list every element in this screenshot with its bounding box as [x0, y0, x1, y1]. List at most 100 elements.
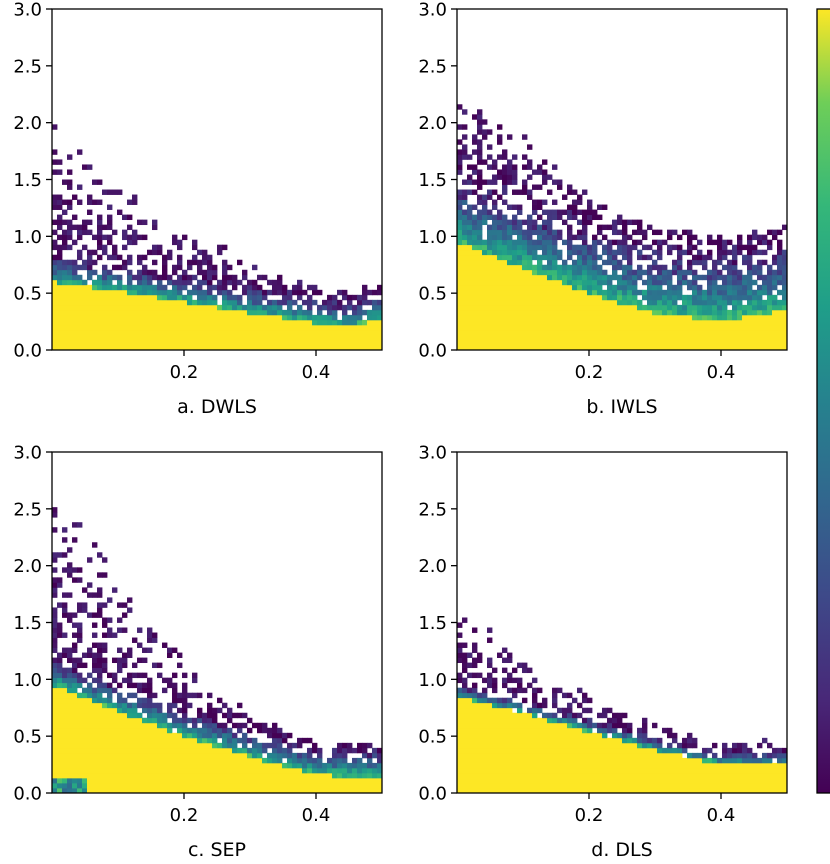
heatmap-cell: [87, 274, 93, 281]
heatmap-cell: [122, 727, 128, 734]
heatmap-cell: [552, 762, 558, 769]
heatmap-cell: [162, 762, 168, 769]
heatmap-cell: [97, 552, 103, 558]
heatmap-cell: [597, 274, 603, 281]
heatmap-cell: [302, 772, 308, 779]
heatmap-cell: [767, 782, 773, 789]
heatmap-cell: [482, 677, 488, 684]
heatmap-cell: [167, 722, 173, 729]
heatmap-cell: [537, 777, 543, 784]
heatmap-cell: [277, 314, 283, 321]
heatmap-cell: [512, 319, 518, 326]
heatmap-cell: [557, 757, 563, 764]
heatmap-cell: [127, 294, 133, 301]
heatmap-cell: [627, 742, 633, 749]
heatmap-cell: [492, 164, 498, 170]
heatmap-cell: [697, 274, 703, 281]
heatmap-cell: [612, 767, 618, 774]
heatmap-cell: [567, 787, 573, 794]
heatmap-cell: [727, 777, 733, 784]
heatmap-cell: [147, 687, 153, 694]
heatmap-cell: [552, 269, 558, 276]
heatmap-cell: [127, 722, 133, 729]
heatmap-cell: [597, 747, 603, 754]
heatmap-cell: [707, 254, 713, 261]
heatmap-cell: [707, 284, 713, 291]
heatmap-cell: [457, 767, 463, 774]
heatmap-cell: [62, 264, 68, 271]
heatmap-cell: [627, 772, 633, 779]
heatmap-cell: [67, 647, 73, 653]
heatmap-cell: [192, 672, 198, 679]
heatmap-cell: [727, 239, 733, 246]
x-tick-label: 0.4: [302, 362, 331, 383]
heatmap-cell: [172, 279, 178, 286]
heatmap-cell: [507, 329, 513, 336]
heatmap-cell: [237, 772, 243, 779]
heatmap-cell: [747, 334, 753, 341]
heatmap-cell: [147, 249, 153, 256]
heatmap-cell: [602, 762, 608, 769]
heatmap-cell: [487, 269, 493, 276]
heatmap-cell: [87, 747, 93, 754]
heatmap-cell: [247, 319, 253, 326]
heatmap-cell: [667, 747, 673, 754]
heatmap-cell: [732, 294, 738, 301]
heatmap-cell: [472, 777, 478, 784]
heatmap-cell: [62, 632, 68, 638]
heatmap-cell: [227, 712, 233, 719]
heatmap-cell: [82, 767, 88, 774]
heatmap-cell: [562, 264, 568, 271]
heatmap-cell: [577, 314, 583, 321]
heatmap-cell: [257, 727, 263, 734]
heatmap-cell: [362, 767, 368, 774]
heatmap-cell: [212, 344, 218, 351]
heatmap-cell: [557, 314, 563, 321]
heatmap-cell: [672, 334, 678, 341]
heatmap-cell: [182, 707, 188, 714]
heatmap-cell: [512, 677, 518, 684]
panel-xlabel: b. IWLS: [586, 396, 657, 418]
heatmap-cell: [252, 339, 258, 346]
heatmap-cell: [667, 289, 673, 296]
heatmap-cell: [772, 269, 778, 276]
heatmap-cell: [552, 344, 558, 351]
heatmap-cell: [497, 174, 503, 180]
heatmap-cell: [647, 344, 653, 351]
heatmap-cell: [727, 284, 733, 291]
heatmap-cell: [372, 777, 378, 784]
heatmap-cell: [122, 284, 128, 291]
heatmap-cell: [477, 652, 483, 658]
heatmap-cell: [782, 224, 788, 231]
heatmap-cell: [357, 319, 363, 326]
heatmap-cell: [692, 752, 698, 759]
heatmap-cell: [507, 239, 513, 246]
heatmap-cell: [507, 757, 513, 764]
heatmap-cell: [512, 164, 518, 170]
heatmap-cell: [172, 647, 178, 653]
heatmap-cell: [187, 309, 193, 316]
heatmap-cell: [52, 617, 58, 623]
heatmap-cell: [57, 552, 63, 558]
heatmap-cell: [597, 284, 603, 291]
heatmap-cell: [667, 762, 673, 769]
heatmap-cell: [217, 339, 223, 346]
heatmap-cell: [472, 299, 478, 306]
heatmap-cell: [682, 772, 688, 779]
heatmap-cell: [772, 767, 778, 774]
heatmap-cell: [677, 264, 683, 271]
heatmap-cell: [522, 244, 528, 251]
heatmap-cell: [537, 747, 543, 754]
heatmap-cell: [657, 324, 663, 331]
heatmap-cell: [747, 294, 753, 301]
heatmap-cell: [192, 259, 198, 266]
heatmap-cell: [587, 219, 593, 226]
heatmap-cell: [717, 284, 723, 291]
heatmap-cell: [552, 757, 558, 764]
heatmap-cell: [232, 294, 238, 301]
heatmap-cell: [637, 767, 643, 774]
heatmap-cell: [477, 239, 483, 246]
heatmap-cell: [277, 344, 283, 351]
heatmap-cell: [652, 314, 658, 321]
heatmap-cell: [172, 752, 178, 759]
